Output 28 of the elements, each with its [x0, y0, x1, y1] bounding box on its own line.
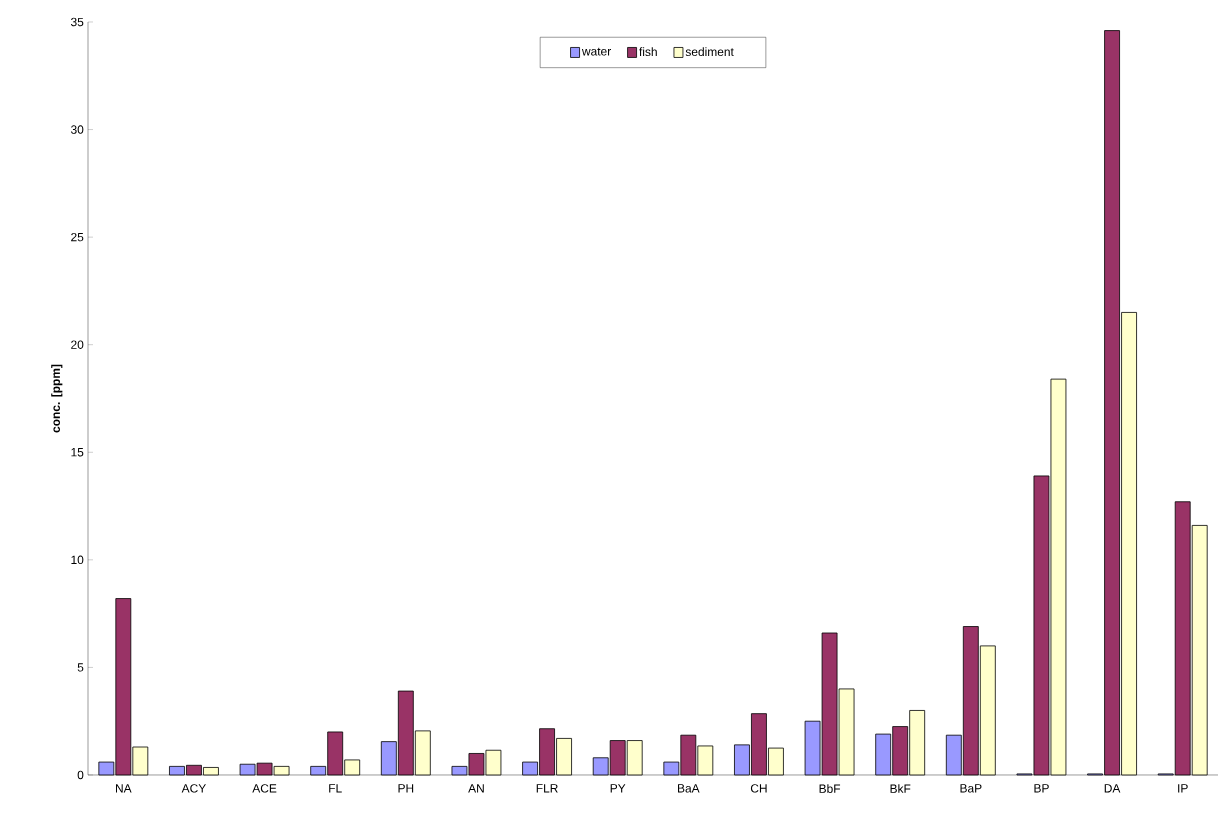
legend-label: fish — [639, 47, 657, 57]
x-tick-label: FL — [329, 784, 342, 793]
x-tick-label: PH — [398, 784, 414, 793]
x-tick-label: FLR — [536, 784, 558, 793]
y-tick-label: 20 — [71, 340, 84, 349]
x-tick-label: IP — [1178, 784, 1188, 793]
y-axis-title: conc. [ppm] — [51, 364, 63, 433]
y-tick-label: 15 — [71, 448, 84, 457]
y-tick-label: 0 — [77, 770, 84, 780]
y-tick-label: 5 — [77, 663, 84, 672]
y-tick-label: 25 — [71, 232, 84, 242]
x-tick-label: BaP — [960, 784, 982, 793]
x-tick-label: DA — [1104, 784, 1121, 793]
x-tick-label: NA — [116, 784, 132, 793]
x-tick-label: BP — [1034, 784, 1049, 793]
y-tick-label: 30 — [70, 125, 84, 134]
x-tick-label: BkF — [890, 784, 911, 793]
legend-label: water — [581, 47, 611, 56]
x-tick-label: ACY — [181, 784, 206, 793]
legend-label: sediment — [685, 47, 734, 57]
y-tick-label: 35 — [70, 17, 84, 27]
x-tick-label: AN — [468, 784, 484, 793]
x-tick-label: BbF — [819, 784, 841, 793]
x-tick-label: PY — [610, 784, 626, 793]
y-tick-label: 10 — [71, 555, 84, 565]
x-tick-label: BaA — [678, 784, 700, 793]
x-tick-label: CH — [750, 784, 767, 793]
x-tick-label: ACE — [252, 784, 277, 793]
